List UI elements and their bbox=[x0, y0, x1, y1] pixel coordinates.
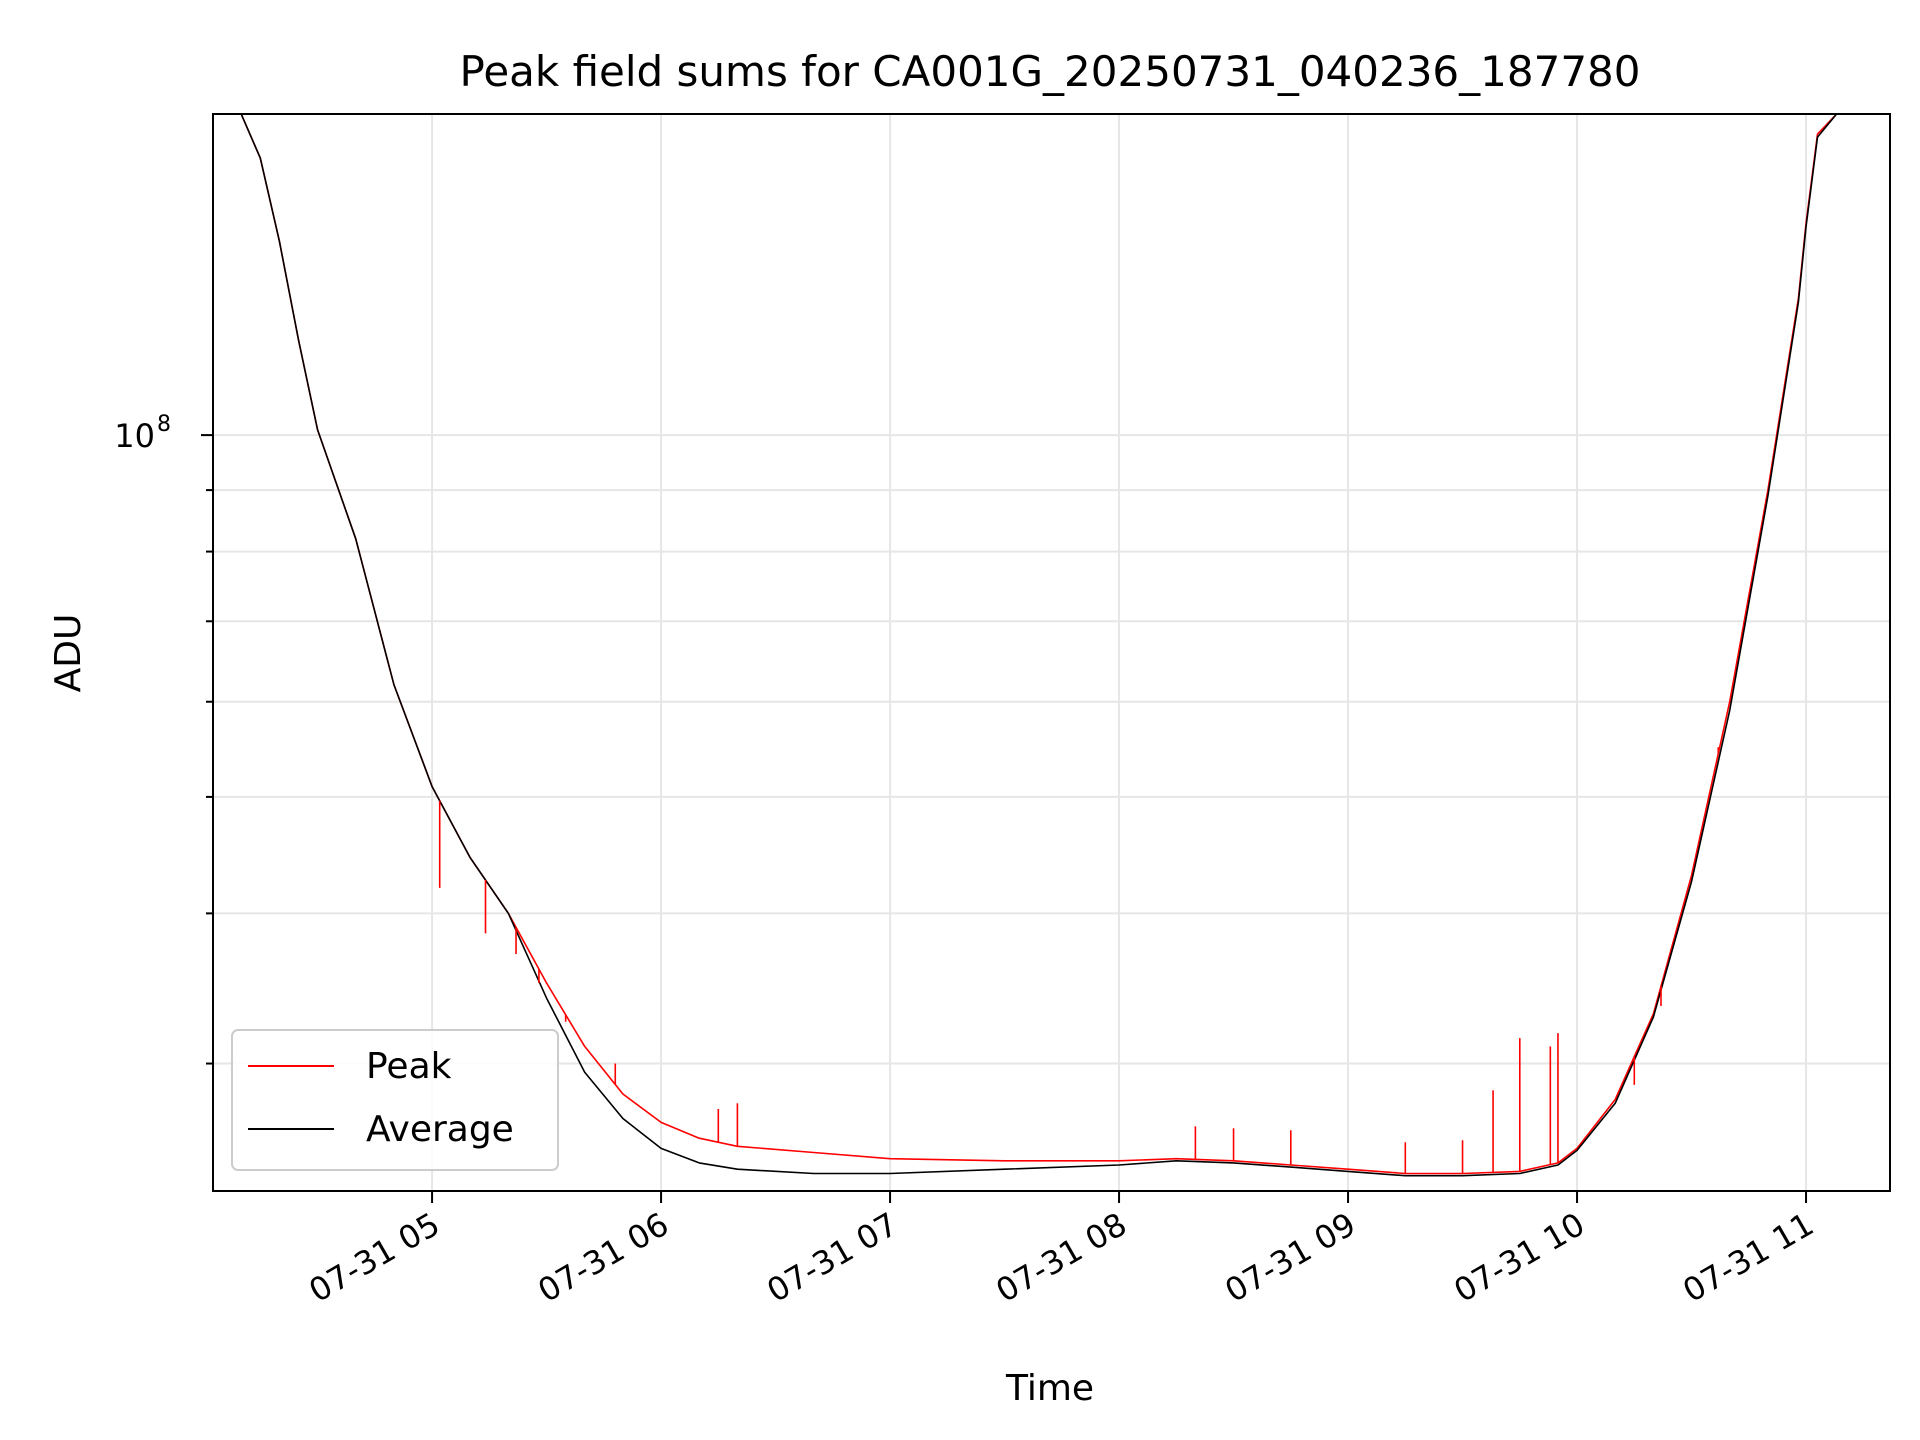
chart-title: Peak field sums for CA001G_20250731_0402… bbox=[459, 47, 1640, 96]
y-tick-label: 10 bbox=[114, 417, 155, 455]
y-tick-label-exponent: 8 bbox=[157, 412, 171, 437]
grid bbox=[213, 114, 1890, 1191]
x-axis-label: Time bbox=[1005, 1368, 1094, 1409]
y-axis-label: ADU bbox=[48, 614, 89, 693]
series-line-average bbox=[213, 114, 1890, 1177]
legend: Peak Average bbox=[231, 1029, 559, 1171]
legend-average-label: Average bbox=[366, 1109, 514, 1150]
plot-area bbox=[213, 114, 1890, 1177]
plot-frame bbox=[212, 113, 1891, 1192]
y-axis: 10 8 bbox=[114, 412, 213, 1065]
legend-peak-label: Peak bbox=[366, 1046, 452, 1087]
